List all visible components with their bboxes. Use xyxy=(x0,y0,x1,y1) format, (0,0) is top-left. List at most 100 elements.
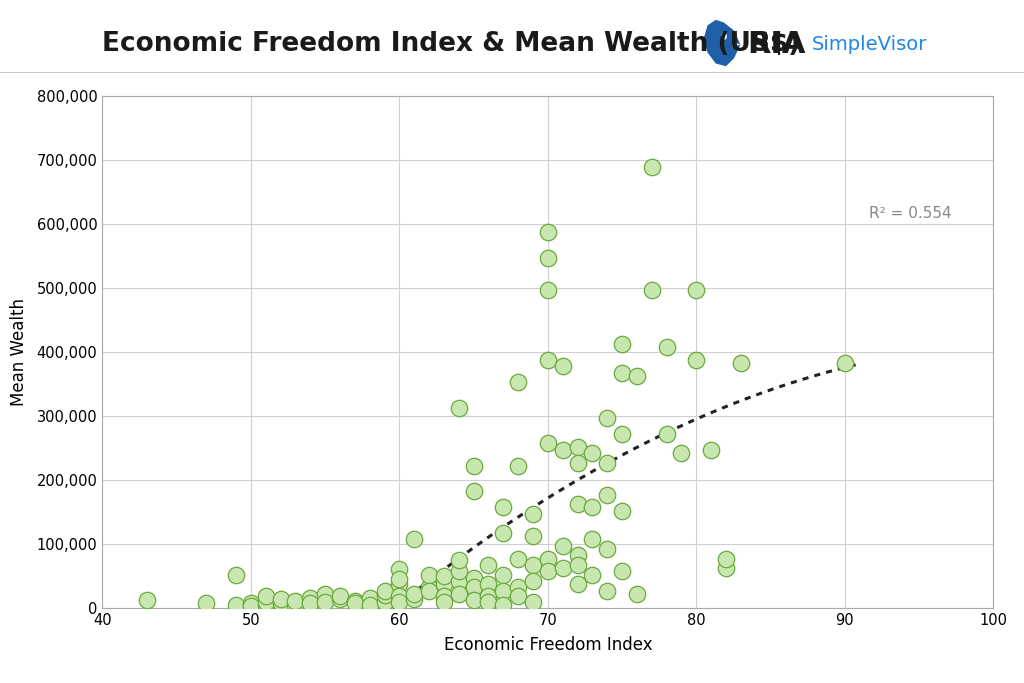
Text: SimpleVisor: SimpleVisor xyxy=(812,35,928,54)
Point xyxy=(733,358,750,369)
Polygon shape xyxy=(732,42,740,47)
Point xyxy=(451,588,467,599)
Point xyxy=(480,578,497,589)
Point xyxy=(199,597,215,609)
Point xyxy=(599,544,615,555)
Point xyxy=(510,553,526,564)
Point xyxy=(227,569,244,580)
Point xyxy=(243,598,259,609)
Point xyxy=(376,585,392,596)
Point xyxy=(688,354,705,365)
Point xyxy=(391,564,408,575)
Point xyxy=(569,499,586,510)
Polygon shape xyxy=(703,20,740,66)
Point xyxy=(540,284,556,295)
Point xyxy=(599,585,615,596)
Point xyxy=(391,597,408,608)
Point xyxy=(569,579,586,589)
Point xyxy=(718,553,734,564)
Point xyxy=(524,559,541,570)
Point xyxy=(569,441,586,452)
Point xyxy=(658,428,675,439)
Point xyxy=(138,594,155,605)
Point xyxy=(332,591,348,602)
Point xyxy=(524,576,541,587)
Point xyxy=(272,598,289,609)
Point xyxy=(554,361,570,372)
Point xyxy=(406,533,422,544)
Point xyxy=(436,570,453,581)
Point xyxy=(287,596,303,607)
Point xyxy=(391,578,408,589)
Point xyxy=(257,600,273,611)
Point xyxy=(421,569,437,580)
Point xyxy=(524,531,541,542)
Point xyxy=(317,588,334,599)
Point xyxy=(643,284,659,295)
Point xyxy=(436,591,453,602)
Text: RIA: RIA xyxy=(748,30,806,59)
Point xyxy=(361,600,378,611)
Point xyxy=(510,591,526,602)
Point xyxy=(257,591,273,602)
Point xyxy=(391,574,408,585)
Point xyxy=(317,597,334,608)
Point xyxy=(540,354,556,365)
Point xyxy=(436,578,453,589)
Point xyxy=(480,597,497,608)
Point xyxy=(376,597,392,608)
Point xyxy=(540,252,556,263)
Point xyxy=(584,502,600,513)
Point xyxy=(346,596,362,607)
Point xyxy=(554,444,570,455)
Point xyxy=(376,589,392,600)
Point xyxy=(674,447,690,458)
Point xyxy=(391,591,408,602)
Point xyxy=(510,460,526,471)
Point xyxy=(540,438,556,449)
Point xyxy=(613,505,630,516)
Point xyxy=(451,555,467,566)
Point xyxy=(613,339,630,350)
Point xyxy=(584,534,600,545)
Point xyxy=(495,502,511,513)
Point xyxy=(406,594,422,604)
X-axis label: Economic Freedom Index: Economic Freedom Index xyxy=(443,636,652,654)
Point xyxy=(406,588,422,599)
Point xyxy=(465,582,481,593)
Point xyxy=(243,600,259,611)
Point xyxy=(346,598,362,609)
Point xyxy=(584,569,600,580)
Text: ★: ★ xyxy=(712,44,713,45)
Point xyxy=(302,592,318,603)
Point xyxy=(510,582,526,593)
Point xyxy=(495,600,511,611)
Point xyxy=(227,600,244,611)
Point xyxy=(569,550,586,561)
Point xyxy=(272,594,289,604)
Point xyxy=(569,559,586,570)
Point xyxy=(451,402,467,413)
Point xyxy=(524,597,541,608)
Point xyxy=(465,594,481,605)
Point xyxy=(465,486,481,497)
Point xyxy=(599,413,615,423)
Point xyxy=(451,576,467,587)
Point xyxy=(361,592,378,603)
Point xyxy=(465,572,481,583)
Point xyxy=(436,597,453,608)
Point xyxy=(495,585,511,596)
Point xyxy=(451,566,467,577)
Point xyxy=(510,377,526,388)
Point xyxy=(613,367,630,378)
Point xyxy=(480,559,497,570)
Point xyxy=(480,591,497,602)
Point xyxy=(554,563,570,574)
Point xyxy=(302,598,318,609)
Point xyxy=(658,342,675,352)
Point xyxy=(643,162,659,173)
Y-axis label: Mean Wealth: Mean Wealth xyxy=(10,298,29,406)
Point xyxy=(421,582,437,593)
Point xyxy=(629,371,645,382)
Point xyxy=(257,597,273,608)
